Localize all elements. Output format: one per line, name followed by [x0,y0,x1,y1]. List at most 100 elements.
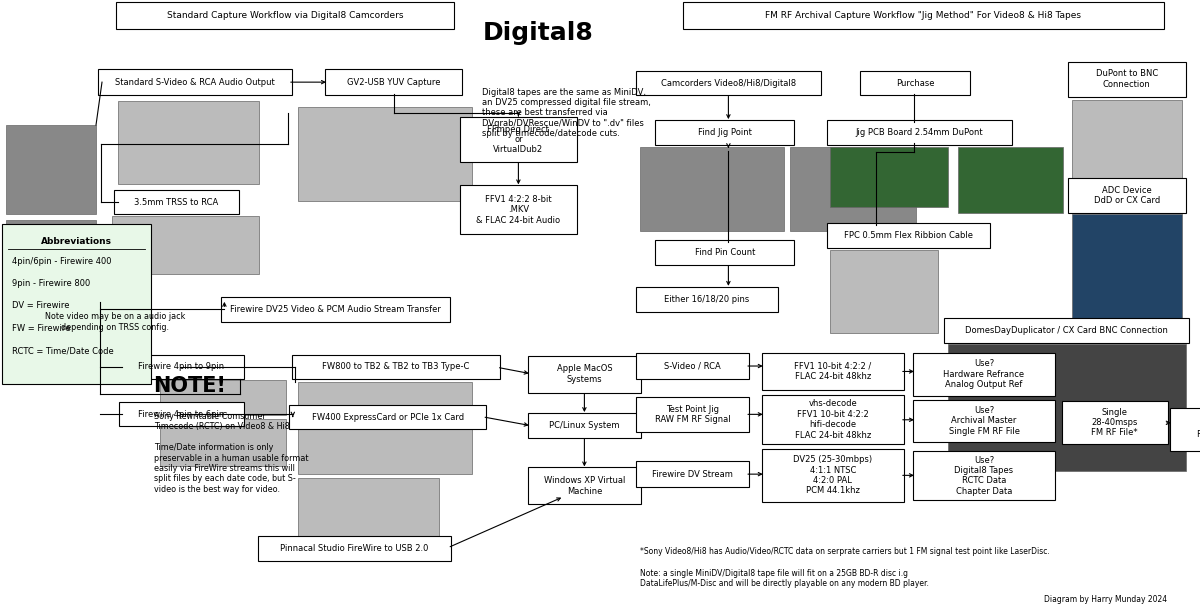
Text: 9pin - Firewire 800: 9pin - Firewire 800 [12,279,90,288]
Text: Firewire DV Stream: Firewire DV Stream [652,470,733,478]
FancyBboxPatch shape [298,107,472,201]
FancyBboxPatch shape [6,125,96,214]
FancyBboxPatch shape [119,355,244,379]
Text: FW800 to TB2 & TB2 to TB3 Type-C: FW800 to TB2 & TB2 to TB3 Type-C [323,362,469,371]
Text: Digital8 tapes are the same as MiniDV,
an DV25 compressed digital file stream,
t: Digital8 tapes are the same as MiniDV, a… [482,88,652,138]
FancyBboxPatch shape [636,397,749,432]
Text: FLAC 3:1 / 2:1
File Compression: FLAC 3:1 / 2:1 File Compression [1196,420,1200,440]
FancyBboxPatch shape [221,297,450,322]
FancyBboxPatch shape [762,353,904,390]
FancyBboxPatch shape [114,190,239,214]
FancyBboxPatch shape [2,224,151,384]
FancyBboxPatch shape [913,451,1055,500]
Text: Find Pin Count: Find Pin Count [695,248,755,257]
FancyBboxPatch shape [683,2,1164,29]
Text: Use?
Hardware Refrance
Analog Output Ref: Use? Hardware Refrance Analog Output Ref [943,359,1025,389]
Text: Sony Rewritable Comsumer
Timecode (RCTC) on Video8 & Hi8

Time/Date information : Sony Rewritable Comsumer Timecode (RCTC)… [154,412,308,493]
FancyBboxPatch shape [830,147,948,207]
Text: Find Jig Point: Find Jig Point [698,128,751,137]
Text: Purchase: Purchase [895,79,935,88]
FancyBboxPatch shape [655,120,794,145]
FancyBboxPatch shape [948,344,1186,471]
FancyBboxPatch shape [1068,62,1186,97]
Text: Windows XP Virtual
Machine: Windows XP Virtual Machine [544,476,625,496]
Text: Use?
Archival Master
Single FM RF File: Use? Archival Master Single FM RF File [948,406,1020,436]
FancyBboxPatch shape [298,382,472,415]
FancyBboxPatch shape [528,356,641,393]
Text: FFmpeg Direct
or
VirtualDub2: FFmpeg Direct or VirtualDub2 [487,124,550,155]
FancyBboxPatch shape [636,287,778,312]
FancyBboxPatch shape [160,380,286,415]
Text: FW = Firewire: FW = Firewire [12,324,71,333]
Text: Standard Capture Workflow via Digital8 Camcorders: Standard Capture Workflow via Digital8 C… [167,11,403,20]
Text: Note: a single MiniDV/Digital8 tape file will fit on a 25GB BD-R disc i.g
DataLi: Note: a single MiniDV/Digital8 tape file… [640,569,929,588]
FancyBboxPatch shape [1068,178,1186,213]
FancyBboxPatch shape [958,147,1063,213]
FancyBboxPatch shape [292,355,500,379]
Text: Use?
Digital8 Tapes
RCTC Data
Chapter Data: Use? Digital8 Tapes RCTC Data Chapter Da… [954,455,1014,496]
FancyBboxPatch shape [640,147,784,231]
FancyBboxPatch shape [116,2,454,29]
Text: Single
28-40msps
FM RF File*: Single 28-40msps FM RF File* [1092,408,1138,437]
FancyBboxPatch shape [112,216,259,274]
Text: Note video may be on a audio jack
depending on TRSS config.: Note video may be on a audio jack depend… [46,312,185,332]
Text: Diagram by Harry Munday 2024: Diagram by Harry Munday 2024 [1044,595,1168,604]
Text: Either 16/18/20 pins: Either 16/18/20 pins [664,295,750,304]
FancyBboxPatch shape [790,147,916,231]
FancyBboxPatch shape [1170,408,1200,451]
FancyBboxPatch shape [827,223,990,248]
Text: Abbreviations: Abbreviations [41,237,113,246]
Text: Pinnacal Studio FireWire to USB 2.0: Pinnacal Studio FireWire to USB 2.0 [281,544,428,553]
FancyBboxPatch shape [913,353,1055,396]
FancyBboxPatch shape [636,353,749,379]
Text: S-Video / RCA: S-Video / RCA [664,362,721,370]
Text: RCTC = Time/Date Code: RCTC = Time/Date Code [12,347,114,356]
FancyBboxPatch shape [1072,214,1182,320]
Text: DuPont to BNC
Connection: DuPont to BNC Connection [1096,69,1158,89]
Text: FM RF Archival Capture Workflow "Jig Method" For Video8 & Hi8 Tapes: FM RF Archival Capture Workflow "Jig Met… [766,11,1081,20]
FancyBboxPatch shape [762,395,904,444]
Text: Jig PCB Board 2.54mm DuPont: Jig PCB Board 2.54mm DuPont [856,128,983,137]
FancyBboxPatch shape [636,71,821,95]
FancyBboxPatch shape [258,536,451,561]
FancyBboxPatch shape [944,318,1189,343]
FancyBboxPatch shape [460,117,577,162]
Text: Firewire DV25 Video & PCM Audio Stream Transfer: Firewire DV25 Video & PCM Audio Stream T… [230,305,440,314]
FancyBboxPatch shape [827,120,1012,145]
Text: Apple MacOS
Systems: Apple MacOS Systems [557,364,612,384]
Text: FW400 ExpressCard or PCIe 1x Card: FW400 ExpressCard or PCIe 1x Card [312,413,463,422]
Text: PC/Linux System: PC/Linux System [550,421,619,430]
FancyBboxPatch shape [528,413,641,438]
Text: 4pin/6pin - Firewire 400: 4pin/6pin - Firewire 400 [12,257,112,266]
Text: FPC 0.5mm Flex Ribbion Cable: FPC 0.5mm Flex Ribbion Cable [844,231,973,240]
Text: DomesDayDuplicator / CX Card BNC Connection: DomesDayDuplicator / CX Card BNC Connect… [965,326,1169,335]
FancyBboxPatch shape [830,250,938,333]
FancyBboxPatch shape [6,220,96,382]
FancyBboxPatch shape [119,402,244,426]
Text: vhs-decode
FFV1 10-bit 4:2:2
hifi-decode
FLAC 24-bit 48khz: vhs-decode FFV1 10-bit 4:2:2 hifi-decode… [794,399,871,440]
FancyBboxPatch shape [860,71,970,95]
Text: *Sony Video8/Hi8 has Audio/Video/RCTC data on serprate carriers but 1 FM signal : *Sony Video8/Hi8 has Audio/Video/RCTC da… [640,547,1049,556]
FancyBboxPatch shape [160,419,286,466]
FancyBboxPatch shape [325,69,462,95]
Text: FFV1 10-bit 4:2:2 /
FLAC 24-bit 48khz: FFV1 10-bit 4:2:2 / FLAC 24-bit 48khz [794,361,871,381]
Text: GV2-USB YUV Capture: GV2-USB YUV Capture [347,78,440,86]
FancyBboxPatch shape [913,400,1055,442]
FancyBboxPatch shape [655,240,794,265]
Text: 3.5mm TRSS to RCA: 3.5mm TRSS to RCA [134,198,218,207]
FancyBboxPatch shape [762,449,904,502]
FancyBboxPatch shape [98,69,292,95]
FancyBboxPatch shape [528,467,641,504]
FancyBboxPatch shape [1062,401,1168,444]
FancyBboxPatch shape [636,461,749,487]
FancyBboxPatch shape [1072,100,1182,181]
Text: ADC Device
DdD or CX Card: ADC Device DdD or CX Card [1093,186,1160,205]
Text: Standard S-Video & RCA Audio Output: Standard S-Video & RCA Audio Output [115,78,275,86]
FancyBboxPatch shape [298,478,439,545]
Text: Firewire 4pin to 9pin: Firewire 4pin to 9pin [138,362,224,371]
Text: DV25 (25-30mbps)
4:1:1 NTSC
4:2:0 PAL
PCM 44.1khz: DV25 (25-30mbps) 4:1:1 NTSC 4:2:0 PAL PC… [793,455,872,495]
FancyBboxPatch shape [460,185,577,234]
Text: Camcorders Video8/Hi8/Digital8: Camcorders Video8/Hi8/Digital8 [661,79,796,88]
FancyBboxPatch shape [118,101,259,184]
FancyBboxPatch shape [289,405,486,429]
